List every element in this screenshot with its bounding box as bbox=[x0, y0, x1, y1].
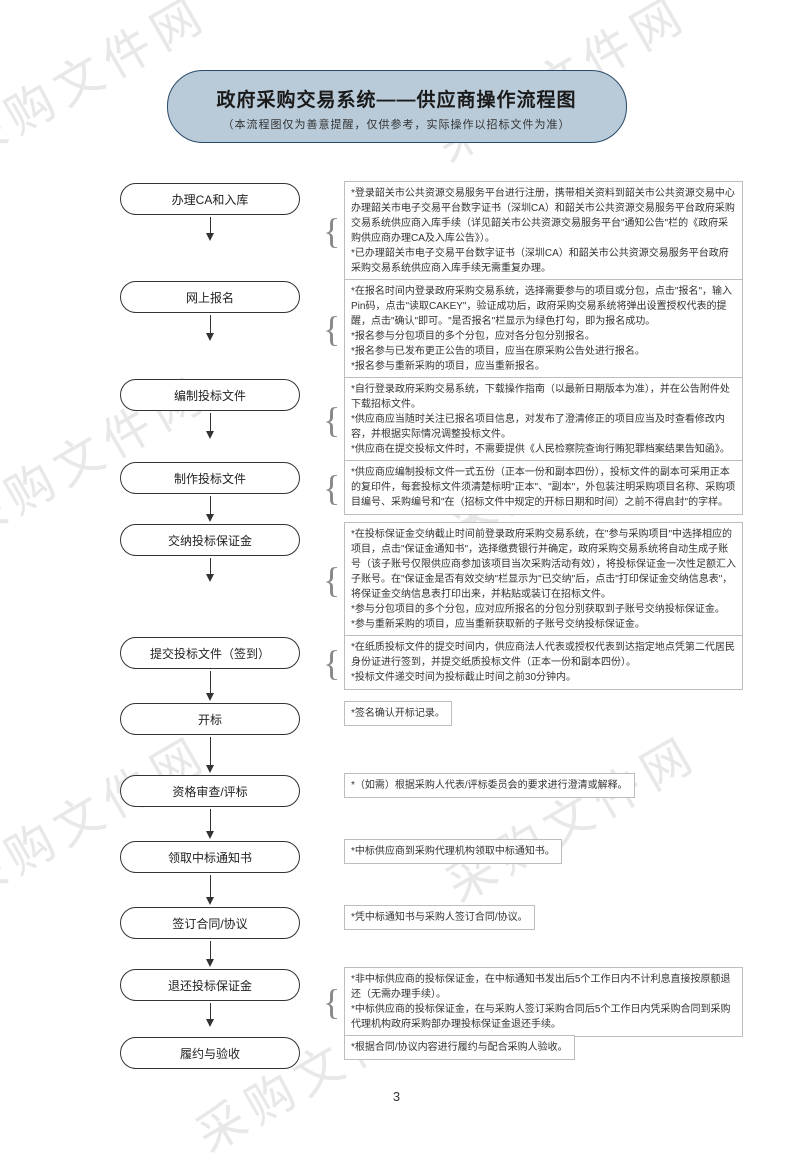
arrow-down-icon bbox=[209, 411, 211, 441]
flow-row: 交纳投标保证金 {*在投标保证金交纳截止时间前登录政府采购交易系统，在"参与采购项… bbox=[120, 524, 743, 637]
step-node: 签订合同/协议 bbox=[120, 907, 300, 939]
description-box: {*在纸质投标文件的提交时间内，供应商法人代表或授权代表到达指定地点凭第二代居民… bbox=[344, 635, 743, 690]
step-node: 交纳投标保证金 bbox=[120, 524, 300, 556]
arrow-down-icon bbox=[209, 669, 211, 703]
flow-row: 提交投标文件（签到） {*在纸质投标文件的提交时间内，供应商法人代表或授权代表到达… bbox=[120, 637, 743, 703]
step-column: 开标 bbox=[120, 703, 300, 775]
arrow-down-icon bbox=[209, 939, 211, 969]
arrow-down-icon bbox=[209, 556, 211, 584]
step-column: 履约与验收 bbox=[120, 1037, 300, 1069]
description-box: {*登录韶关市公共资源交易服务平台进行注册，携带相关资料到韶关市公共资源交易中心… bbox=[344, 181, 743, 281]
arrow-down-icon bbox=[209, 735, 211, 775]
flow-row: 签订合同/协议 *凭中标通知书与采购人签订合同/协议。 bbox=[120, 907, 535, 969]
description-box: *中标供应商到采购代理机构领取中标通知书。 bbox=[344, 839, 562, 864]
description-line: *根据合同/协议内容进行履约与配合采购人验收。 bbox=[351, 1040, 568, 1055]
step-column: 资格审查/评标 bbox=[120, 775, 300, 841]
step-node: 退还投标保证金 bbox=[120, 969, 300, 1001]
description-box: *凭中标通知书与采购人签订合同/协议。 bbox=[344, 905, 535, 930]
description-box: *签名确认开标记录。 bbox=[344, 701, 452, 726]
step-column: 办理CA和入库 bbox=[120, 183, 300, 243]
step-column: 交纳投标保证金 bbox=[120, 524, 300, 584]
arrow-down-icon bbox=[209, 807, 211, 841]
step-node: 领取中标通知书 bbox=[120, 841, 300, 873]
flow-row: 退还投标保证金 {*非中标供应商的投标保证金，在中标通知书发出后5个工作日内不计利… bbox=[120, 969, 743, 1037]
step-column: 编制投标文件 bbox=[120, 379, 300, 441]
description-line: *报名参与重新采购的项目，应当重新报名。 bbox=[351, 359, 736, 374]
description-line: *自行登录政府采购交易系统，下载操作指南（以最新日期版本为准），并在公告附件处下… bbox=[351, 382, 736, 412]
description-line: *签名确认开标记录。 bbox=[351, 706, 445, 721]
arrow-down-icon bbox=[209, 313, 211, 343]
description-line: *已办理韶关市电子交易平台数字证书（深圳CA）和韶关市公共资源交易服务平台政府采… bbox=[351, 246, 736, 276]
step-column: 网上报名 bbox=[120, 281, 300, 343]
flow-row: 制作投标文件 {*供应商应编制投标文件一式五份（正本一份和副本四份），投标文件的副… bbox=[120, 462, 743, 524]
flowchart: 办理CA和入库 {*登录韶关市公共资源交易服务平台进行注册，携带相关资料到韶关市公… bbox=[120, 183, 743, 1069]
description-line: *在投标保证金交纳截止时间前登录政府采购交易系统，在"参与采购项目"中选择相应的… bbox=[351, 527, 736, 602]
step-column: 签订合同/协议 bbox=[120, 907, 300, 969]
step-column: 退还投标保证金 bbox=[120, 969, 300, 1029]
arrow-down-icon bbox=[209, 1001, 211, 1029]
description-line: *登录韶关市公共资源交易服务平台进行注册，携带相关资料到韶关市公共资源交易中心办… bbox=[351, 186, 736, 246]
flow-row: 编制投标文件 {*自行登录政府采购交易系统，下载操作指南（以最新日期版本为准），并… bbox=[120, 379, 743, 462]
flow-row: 资格审查/评标 *（如需）根据采购人代表/评标委员会的要求进行澄清或解释。 bbox=[120, 775, 635, 841]
description-line: *参与重新采购的项目，应当重新获取新的子账号交纳投标保证金。 bbox=[351, 617, 736, 632]
description-line: *报名参与分包项目的多个分包，应对各分包分别报名。 bbox=[351, 329, 736, 344]
step-node: 履约与验收 bbox=[120, 1037, 300, 1069]
arrow-down-icon bbox=[209, 873, 211, 907]
flow-row: 领取中标通知书 *中标供应商到采购代理机构领取中标通知书。 bbox=[120, 841, 562, 907]
step-node: 开标 bbox=[120, 703, 300, 735]
description-line: *在报名时间内登录政府采购交易系统，选择需要参与的项目或分包，点击"报名"，输入… bbox=[351, 284, 736, 329]
step-node: 提交投标文件（签到） bbox=[120, 637, 300, 669]
description-line: *投标文件递交时间为投标截止时间之前30分钟内。 bbox=[351, 670, 736, 685]
flow-row: 履约与验收 *根据合同/协议内容进行履约与配合采购人验收。 bbox=[120, 1037, 575, 1069]
step-node: 制作投标文件 bbox=[120, 462, 300, 494]
step-node: 资格审查/评标 bbox=[120, 775, 300, 807]
page-container: 政府采购交易系统——供应商操作流程图 （本流程图仅为善意提醒，仅供参考，实际操作… bbox=[0, 0, 793, 1109]
description-line: *中标供应商的投标保证金，在与采购人签订采购合同后5个工作日内凭采购合同到采购代… bbox=[351, 1002, 736, 1032]
description-line: *供应商在提交投标文件时，不需要提供《人民检察院查询行贿犯罪档案结果告知函》。 bbox=[351, 442, 736, 457]
description-line: *供应商应当随时关注已报名项目信息，对发布了澄清修正的项目应当及时查看修改内容，… bbox=[351, 412, 736, 442]
description-line: *中标供应商到采购代理机构领取中标通知书。 bbox=[351, 844, 555, 859]
description-box: *根据合同/协议内容进行履约与配合采购人验收。 bbox=[344, 1035, 575, 1060]
description-box: {*在投标保证金交纳截止时间前登录政府采购交易系统，在"参与采购项目"中选择相应… bbox=[344, 522, 743, 637]
description-line: *报名参与已发布更正公告的项目，应当在原采购公告处进行报名。 bbox=[351, 344, 736, 359]
title-box: 政府采购交易系统——供应商操作流程图 （本流程图仅为善意提醒，仅供参考，实际操作… bbox=[167, 70, 627, 143]
flow-row: 开标 *签名确认开标记录。 bbox=[120, 703, 452, 775]
arrow-down-icon bbox=[209, 215, 211, 243]
flow-row: 网上报名 {*在报名时间内登录政府采购交易系统，选择需要参与的项目或分包，点击"报… bbox=[120, 281, 743, 379]
description-line: *非中标供应商的投标保证金，在中标通知书发出后5个工作日内不计利息直接按原额退还… bbox=[351, 972, 736, 1002]
description-box: {*自行登录政府采购交易系统，下载操作指南（以最新日期版本为准），并在公告附件处… bbox=[344, 377, 743, 462]
step-column: 领取中标通知书 bbox=[120, 841, 300, 907]
step-node: 办理CA和入库 bbox=[120, 183, 300, 215]
description-line: *参与分包项目的多个分包，应对应所报名的分包分别获取到子账号交纳投标保证金。 bbox=[351, 602, 736, 617]
step-node: 编制投标文件 bbox=[120, 379, 300, 411]
page-number: 3 bbox=[0, 1089, 793, 1104]
step-column: 制作投标文件 bbox=[120, 462, 300, 524]
step-column: 提交投标文件（签到） bbox=[120, 637, 300, 703]
description-box: {*非中标供应商的投标保证金，在中标通知书发出后5个工作日内不计利息直接按原额退… bbox=[344, 967, 743, 1037]
arrow-down-icon bbox=[209, 494, 211, 524]
title-main: 政府采购交易系统——供应商操作流程图 bbox=[192, 85, 602, 112]
description-box: {*供应商应编制投标文件一式五份（正本一份和副本四份），投标文件的副本可采用正本… bbox=[344, 460, 743, 515]
description-line: *在纸质投标文件的提交时间内，供应商法人代表或授权代表到达指定地点凭第二代居民身… bbox=[351, 640, 736, 670]
description-box: {*在报名时间内登录政府采购交易系统，选择需要参与的项目或分包，点击"报名"，输… bbox=[344, 279, 743, 379]
title-sub: （本流程图仅为善意提醒，仅供参考，实际操作以招标文件为准） bbox=[192, 116, 602, 132]
description-line: *（如需）根据采购人代表/评标委员会的要求进行澄清或解释。 bbox=[351, 778, 628, 793]
description-line: *凭中标通知书与采购人签订合同/协议。 bbox=[351, 910, 528, 925]
flow-row: 办理CA和入库 {*登录韶关市公共资源交易服务平台进行注册，携带相关资料到韶关市公… bbox=[120, 183, 743, 281]
description-line: *供应商应编制投标文件一式五份（正本一份和副本四份），投标文件的副本可采用正本的… bbox=[351, 465, 736, 510]
step-node: 网上报名 bbox=[120, 281, 300, 313]
description-box: *（如需）根据采购人代表/评标委员会的要求进行澄清或解释。 bbox=[344, 773, 635, 798]
